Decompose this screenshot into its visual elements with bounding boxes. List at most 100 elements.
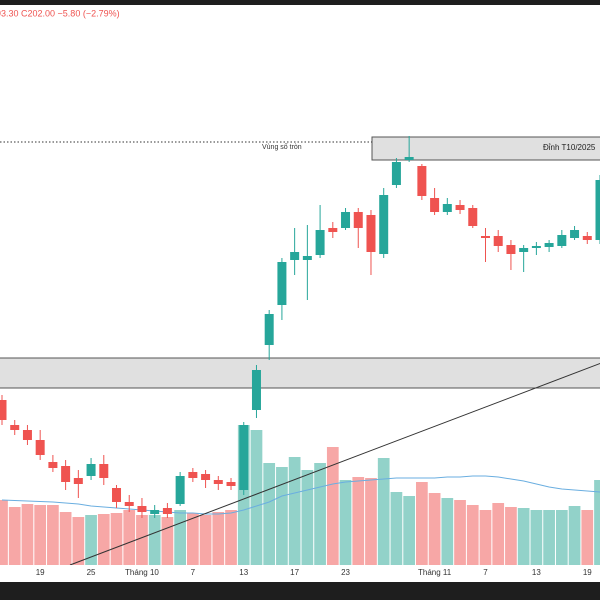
- candle-body: [379, 195, 389, 254]
- volume-bar: [161, 517, 174, 565]
- x-tick-label: Tháng 11: [418, 568, 452, 577]
- candle-body: [226, 482, 236, 486]
- x-axis: [0, 565, 600, 582]
- round-zone-label: Vùng số tròn: [262, 142, 302, 151]
- volume-bar: [59, 512, 72, 565]
- volume-bar: [110, 513, 123, 565]
- volume-bar: [136, 515, 148, 565]
- volume-bar: [174, 510, 186, 565]
- candle-body: [506, 245, 516, 254]
- x-tick-label: 19: [36, 568, 45, 577]
- volume-bar: [339, 480, 352, 565]
- volume-bar: [555, 510, 568, 565]
- volume-bar: [21, 504, 34, 565]
- volume-bar: [581, 510, 594, 565]
- candle-body: [455, 205, 465, 210]
- candle-body: [251, 370, 261, 410]
- volume-bar: [85, 515, 97, 565]
- volume-bar: [263, 463, 276, 565]
- candle-body: [430, 198, 440, 212]
- volume-bar: [314, 463, 326, 565]
- volume-bar: [365, 478, 377, 565]
- volume-bar: [441, 498, 454, 565]
- volume-pane: [0, 425, 600, 565]
- volume-bar: [8, 507, 21, 565]
- volume-bar: [97, 514, 110, 565]
- candle-body: [35, 440, 45, 455]
- trend-line: [69, 362, 600, 566]
- support-zone: [0, 357, 600, 389]
- volume-bar: [186, 513, 199, 565]
- volume-bar: [492, 503, 505, 565]
- volume-bar: [505, 507, 517, 565]
- x-tick-label: Tháng 10: [125, 568, 159, 577]
- volume-bar: [34, 505, 47, 565]
- volume-bar: [225, 510, 237, 565]
- x-tick-label: 7: [483, 568, 488, 577]
- volume-bar: [377, 458, 390, 565]
- x-tick-label: 7: [191, 568, 196, 577]
- candle-body: [188, 472, 198, 478]
- volume-bar: [466, 505, 479, 565]
- volume-bar: [416, 482, 428, 565]
- candle-body: [61, 466, 71, 482]
- candle-body: [264, 314, 274, 345]
- candle-body: [99, 464, 109, 478]
- x-tick-label: 13: [532, 568, 541, 577]
- candle-body: [124, 502, 134, 506]
- candle-body: [277, 262, 287, 305]
- volume-bar: [148, 515, 161, 565]
- candle-body: [442, 204, 452, 212]
- candle-body: [417, 166, 427, 196]
- ohlc-header: 93.30 C202.00 −5.80 (−2.79%): [0, 8, 120, 18]
- candle-body: [175, 476, 185, 504]
- candle-body: [570, 230, 580, 238]
- candle-body: [391, 162, 401, 185]
- candle-body: [341, 212, 351, 228]
- peak-zone: [371, 136, 600, 161]
- peak-zone-label: Đỉnh T10/2025: [543, 143, 596, 152]
- candle-body: [366, 215, 376, 252]
- x-tick-label: 17: [290, 568, 299, 577]
- candle-body: [557, 235, 567, 246]
- candle-body: [213, 480, 223, 484]
- volume-bar: [301, 470, 314, 565]
- volume-bar: [403, 496, 416, 565]
- volume-bar: [530, 510, 543, 565]
- candle-body: [582, 236, 592, 240]
- x-tick-label: 23: [341, 568, 350, 577]
- candle-body: [112, 488, 122, 502]
- volume-bar: [352, 477, 365, 565]
- volume-bar: [479, 510, 492, 565]
- candle-body: [328, 228, 338, 232]
- candles: [0, 136, 600, 518]
- candle-body: [302, 256, 312, 260]
- candle-body: [10, 425, 20, 430]
- volume-bar: [517, 508, 530, 565]
- volume-bar: [212, 512, 225, 565]
- candle-body: [239, 425, 249, 490]
- volume-bar: [72, 517, 85, 565]
- volume-bar: [250, 430, 263, 565]
- volume-bar: [276, 467, 288, 565]
- volume-ma-line: [1, 475, 600, 515]
- volume-bar: [543, 510, 555, 565]
- volume-bar: [123, 510, 136, 565]
- candle-body: [73, 478, 83, 484]
- x-tick-label: 19: [583, 568, 592, 577]
- candle-body: [137, 506, 147, 512]
- volume-bar: [326, 447, 339, 565]
- candle-body: [0, 400, 7, 420]
- candle-body: [519, 248, 529, 252]
- candle-body: [290, 252, 300, 260]
- candle-body: [480, 236, 490, 238]
- candle-body: [150, 510, 160, 514]
- candle-body: [162, 508, 172, 514]
- candle-body: [201, 474, 211, 480]
- top-frame: [0, 0, 600, 5]
- candle-body: [353, 212, 363, 228]
- volume-bar: [199, 515, 212, 565]
- volume-bar: [568, 506, 581, 565]
- candle-body: [531, 246, 541, 248]
- candle-body: [493, 236, 503, 246]
